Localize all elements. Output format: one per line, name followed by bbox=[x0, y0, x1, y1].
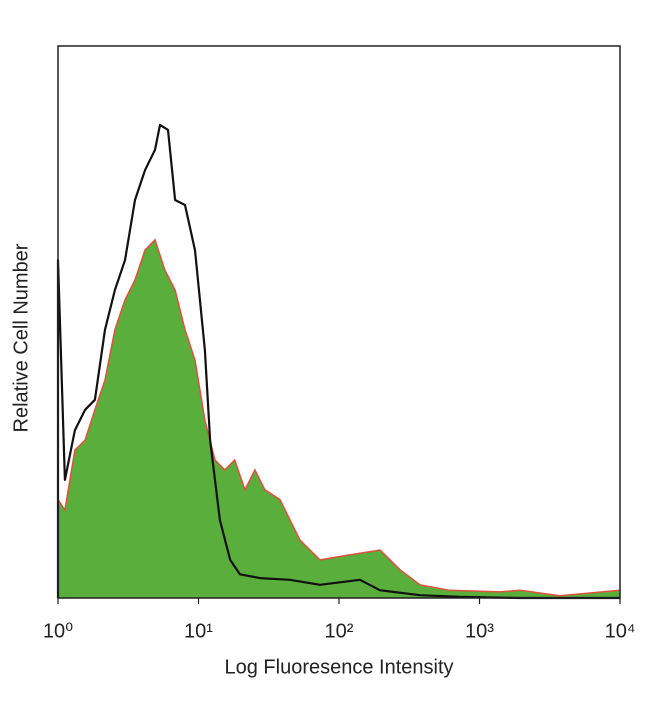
x-tick-label: 10³ bbox=[465, 620, 494, 642]
x-tick-label: 10⁰ bbox=[43, 620, 73, 642]
x-axis-title: Log Fluoresence Intensity bbox=[224, 656, 453, 678]
histogram-area bbox=[58, 239, 620, 599]
x-tick-label: 10² bbox=[325, 620, 354, 642]
y-axis-title: Relative Cell Number bbox=[10, 243, 32, 432]
histogram-line bbox=[56, 123, 620, 600]
x-tick-label: 10⁴ bbox=[605, 620, 636, 642]
x-tick-label: 10¹ bbox=[184, 620, 213, 642]
histogram-outline bbox=[57, 238, 621, 597]
plot bbox=[56, 123, 621, 600]
